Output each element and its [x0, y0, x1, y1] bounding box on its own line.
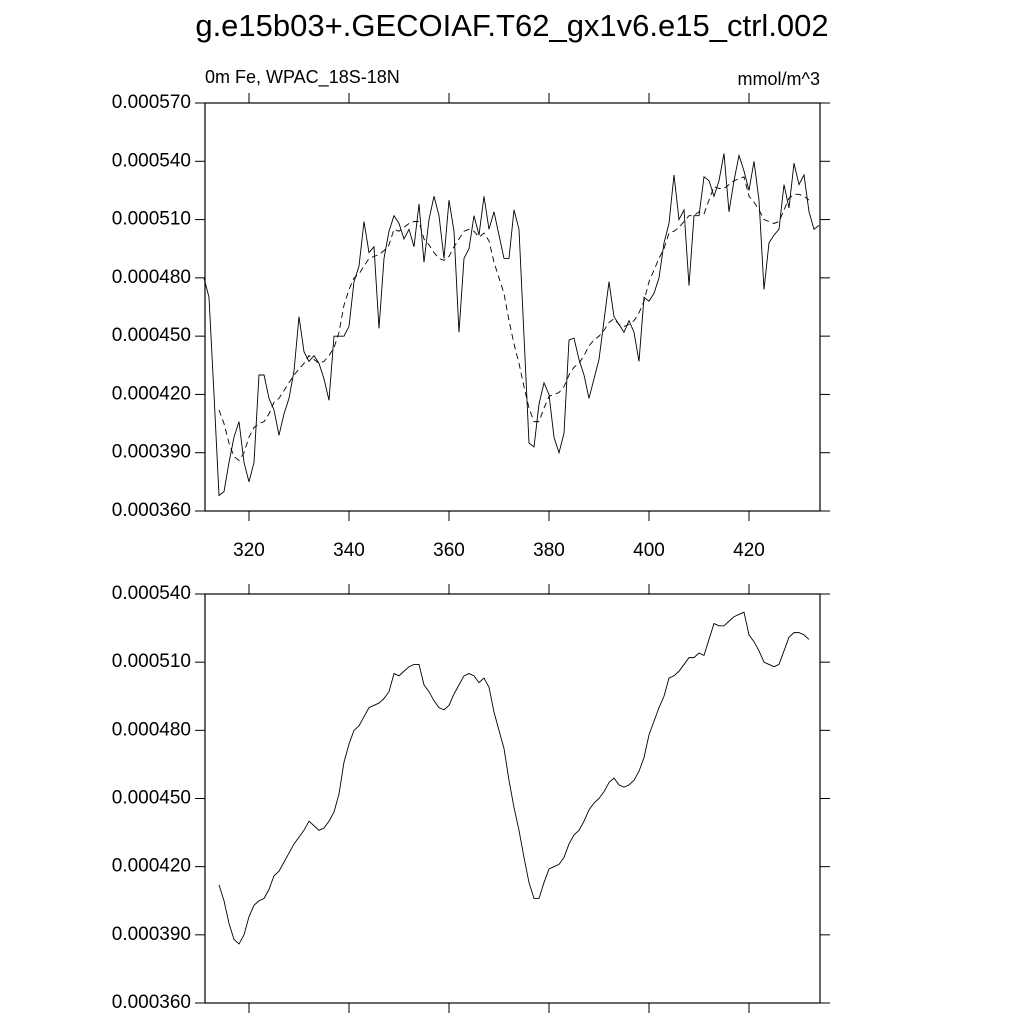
chart-title: g.e15b03+.GECOIAF.T62_gx1v6.e15_ctrl.002 — [195, 8, 828, 43]
y-tick-label: 0.000570 — [112, 92, 191, 113]
y-tick-label: 0.000390 — [112, 924, 191, 945]
x-tick-label: 360 — [433, 540, 465, 561]
x-tick-label: 420 — [733, 540, 765, 561]
data-line — [203, 153, 820, 497]
x-tick-label: 340 — [333, 540, 365, 561]
y-tick-label: 0.000420 — [112, 856, 191, 877]
y-tick-label: 0.000360 — [112, 992, 191, 1013]
y-tick-label: 0.000480 — [112, 267, 191, 288]
left-string: 0m Fe, WPAC_18S-18N — [205, 67, 400, 88]
y-tick-label: 0.000510 — [112, 651, 191, 672]
y-tick-label: 0.000450 — [112, 325, 191, 346]
data-line — [218, 176, 810, 462]
y-tick-label: 0.000540 — [112, 150, 191, 171]
y-tick-label: 0.000540 — [112, 583, 191, 604]
y-tick-label: 0.000510 — [112, 209, 191, 230]
y-tick-label: 0.000420 — [112, 383, 191, 404]
x-tick-label: 320 — [233, 540, 265, 561]
x-tick-label: 380 — [533, 540, 565, 561]
y-tick-label: 0.000450 — [112, 788, 191, 809]
y-tick-label: 0.000390 — [112, 442, 191, 463]
right-string: mmol/m^3 — [738, 69, 820, 89]
data-line — [218, 611, 810, 945]
plot-frame — [204, 102, 821, 512]
x-tick-label: 400 — [633, 540, 665, 561]
y-tick-label: 0.000480 — [112, 719, 191, 740]
y-tick-label: 0.000360 — [112, 500, 191, 521]
